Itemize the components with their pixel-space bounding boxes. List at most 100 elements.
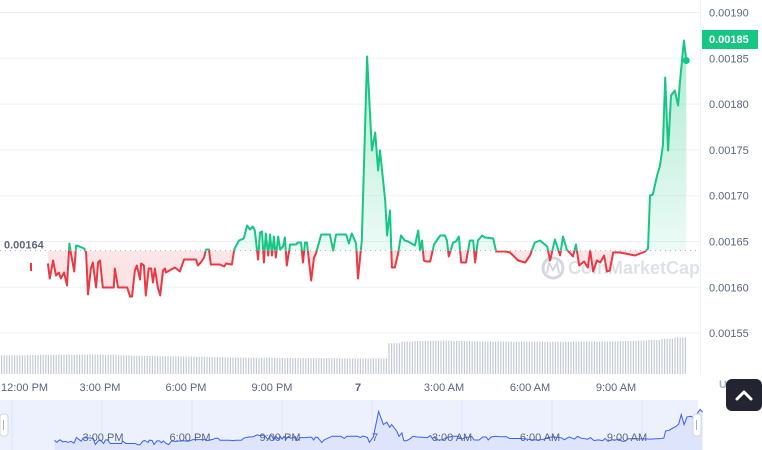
volume-bar (331, 358, 333, 374)
volume-bar (630, 341, 632, 374)
volume-bar (489, 341, 491, 374)
volume-bar (300, 358, 302, 374)
volume-bar (79, 354, 81, 374)
volume-bar (604, 341, 606, 374)
volume-bar (281, 357, 283, 374)
volume-bar (255, 357, 257, 374)
volume-bar (417, 341, 419, 374)
navigator-tick-label: 9:00 PM (260, 432, 301, 444)
volume-bar (627, 341, 629, 374)
y-tick-label: 0.00180 (709, 99, 749, 111)
volume-bar (653, 339, 655, 374)
x-tick-label: 9:00 AM (596, 382, 636, 394)
volume-bar (612, 341, 614, 374)
volume-bar (378, 358, 380, 374)
navigator[interactable]: 3:00 PM 6:00 PM 9:00 PM 7 3:00 AM 6:00 AM 9:00… (0, 400, 703, 450)
volume-bar (495, 341, 497, 374)
volume-bar (245, 357, 247, 374)
volume-bar (157, 356, 159, 374)
volume-bar (45, 354, 47, 374)
volume-bar (466, 341, 468, 374)
volume-bar (118, 355, 120, 374)
volume-bar (554, 341, 556, 374)
volume-bar (430, 340, 432, 374)
volume-bar (414, 341, 416, 374)
volume-bar (86, 354, 88, 374)
current-price-dot (682, 56, 690, 64)
volume-bar (214, 357, 216, 374)
x-tick-label: 7 (355, 382, 361, 394)
volume-bar (177, 356, 179, 374)
volume-bar (435, 340, 437, 374)
x-tick-label: 3:00 AM (424, 382, 464, 394)
volume-bar (1, 355, 3, 374)
volume-bar (21, 355, 23, 374)
volume-bar (73, 354, 75, 374)
volume-bar (471, 341, 473, 374)
navigator-tick-label: 9:00 AM (607, 432, 647, 444)
x-tick-label: 12:00 PM (1, 382, 48, 394)
volume-bar (531, 341, 533, 374)
volume-bar (149, 355, 151, 374)
volume-bar (591, 341, 593, 374)
volume-bar (287, 357, 289, 374)
volume-bar (560, 341, 562, 374)
volume-bar (601, 341, 603, 374)
volume-bar (183, 356, 185, 374)
volume-bar (492, 341, 494, 374)
volume-bar (679, 337, 681, 374)
volume-bar (380, 358, 382, 374)
volume-bar (357, 358, 359, 374)
volume-bar (76, 354, 78, 374)
navigator-line (54, 408, 703, 446)
volume-bar (523, 341, 525, 374)
volume-bar (175, 356, 177, 374)
volume-bar (487, 341, 489, 374)
volume-bar (549, 341, 551, 374)
volume-bar (671, 338, 673, 374)
volume-bar (365, 358, 367, 374)
x-tick-label: 9:00 PM (252, 382, 293, 394)
volume-bar (29, 355, 31, 374)
volume-bar (151, 355, 153, 374)
volume-bar (606, 341, 608, 374)
volume-bar (263, 357, 265, 374)
volume-bar (643, 340, 645, 374)
volume-bar (224, 357, 226, 374)
volume-bar (201, 356, 203, 374)
volume-bar (352, 358, 354, 374)
volume-bar (144, 355, 146, 374)
volume-bar (253, 357, 255, 374)
volume-bar (362, 358, 364, 374)
volume-bar (37, 355, 39, 374)
x-tick-label: 3:00 PM (79, 382, 120, 394)
volume-bar (63, 354, 65, 374)
volume-bar (3, 355, 5, 374)
volume-bar (302, 358, 304, 374)
volume-bar (536, 341, 538, 374)
volume-bar (248, 357, 250, 374)
volume-bar (346, 358, 348, 374)
volume-bar (580, 341, 582, 374)
volume-bar (120, 355, 122, 374)
volume-bars (1, 337, 686, 374)
volume-bar (320, 358, 322, 374)
scroll-to-top-button[interactable] (726, 379, 762, 411)
volume-bar (125, 355, 127, 374)
volume-bar (370, 358, 372, 374)
volume-bar (146, 355, 148, 374)
navigator-tick-label: 6:00 PM (170, 432, 211, 444)
volume-bar (578, 341, 580, 374)
volume-bar (443, 340, 445, 374)
volume-bar (227, 357, 229, 374)
volume-bar (310, 358, 312, 374)
volume-bar (586, 341, 588, 374)
volume-bar (50, 354, 52, 374)
volume-bar (635, 340, 637, 374)
volume-bar (349, 358, 351, 374)
volume-bar (406, 341, 408, 374)
volume-bar (385, 358, 387, 374)
volume-bar (404, 341, 406, 374)
volume-bar (58, 354, 60, 374)
